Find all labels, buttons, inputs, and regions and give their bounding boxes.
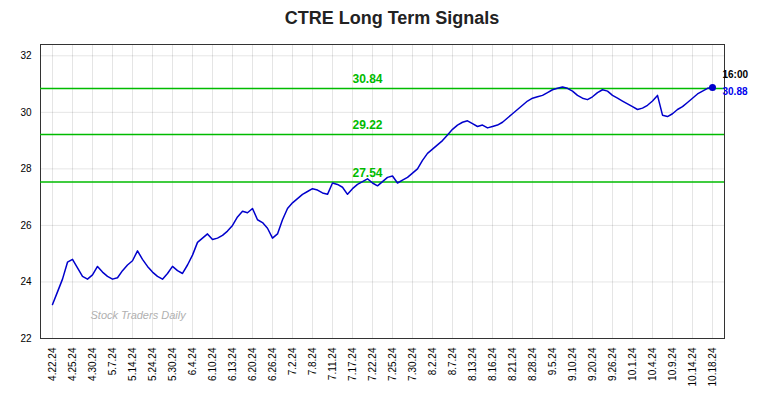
svg-text:9.10.24: 9.10.24 [567,347,578,381]
svg-text:30: 30 [20,107,32,118]
svg-text:6.26.24: 6.26.24 [267,347,278,381]
svg-text:7.2.24: 7.2.24 [287,347,298,375]
svg-text:6.20.24: 6.20.24 [247,347,258,381]
svg-text:5.30.24: 5.30.24 [167,347,178,381]
svg-text:7.17.24: 7.17.24 [347,347,358,381]
svg-text:9.5.24: 9.5.24 [547,347,558,375]
svg-text:7.11.24: 7.11.24 [327,347,338,380]
svg-text:8.21.24: 8.21.24 [507,347,518,381]
svg-text:7.30.24: 7.30.24 [407,347,418,381]
svg-text:24: 24 [20,276,32,287]
svg-text:9.26.24: 9.26.24 [607,347,618,381]
svg-text:7.8.24: 7.8.24 [307,347,318,375]
svg-text:10.4.24: 10.4.24 [647,347,658,381]
svg-text:5.24.24: 5.24.24 [147,347,158,381]
svg-text:5.14.24: 5.14.24 [127,347,138,381]
svg-text:10.14.24: 10.14.24 [687,347,698,386]
svg-text:6.4.24: 6.4.24 [187,347,198,375]
svg-text:30.88: 30.88 [723,86,748,97]
svg-text:28: 28 [20,163,32,174]
svg-text:Stock Traders Daily: Stock Traders Daily [91,309,188,321]
svg-text:4.25.24: 4.25.24 [67,347,78,381]
svg-text:10.18.24: 10.18.24 [707,347,718,386]
svg-text:7.25.24: 7.25.24 [387,347,398,381]
svg-text:4.22.24: 4.22.24 [47,347,58,381]
svg-text:9.20.24: 9.20.24 [587,347,598,381]
svg-text:29.22: 29.22 [353,118,383,132]
svg-text:16:00: 16:00 [723,69,749,80]
svg-text:10.1.24: 10.1.24 [627,347,638,381]
svg-text:8.16.24: 8.16.24 [487,347,498,381]
svg-text:8.28.24: 8.28.24 [527,347,538,381]
html-text:CTRE Long Term Signals: CTRE Long Term Signals [284,8,500,28]
svg-text:10.9.24: 10.9.24 [667,347,678,381]
svg-text:6.13.24: 6.13.24 [227,347,238,381]
svg-text:4.30.24: 4.30.24 [87,347,98,381]
svg-text:7.22.24: 7.22.24 [367,347,378,381]
svg-text:26: 26 [20,220,32,231]
svg-text:27.54: 27.54 [353,166,383,180]
svg-text:8.7.24: 8.7.24 [447,347,458,375]
svg-text:8.2.24: 8.2.24 [427,347,438,375]
svg-text:8.13.24: 8.13.24 [467,347,478,381]
svg-text:32: 32 [20,50,32,61]
svg-text:22: 22 [20,333,32,344]
svg-text:6.10.24: 6.10.24 [207,347,218,381]
svg-text:5.7.24: 5.7.24 [107,347,118,375]
svg-text:30.84: 30.84 [353,72,383,86]
